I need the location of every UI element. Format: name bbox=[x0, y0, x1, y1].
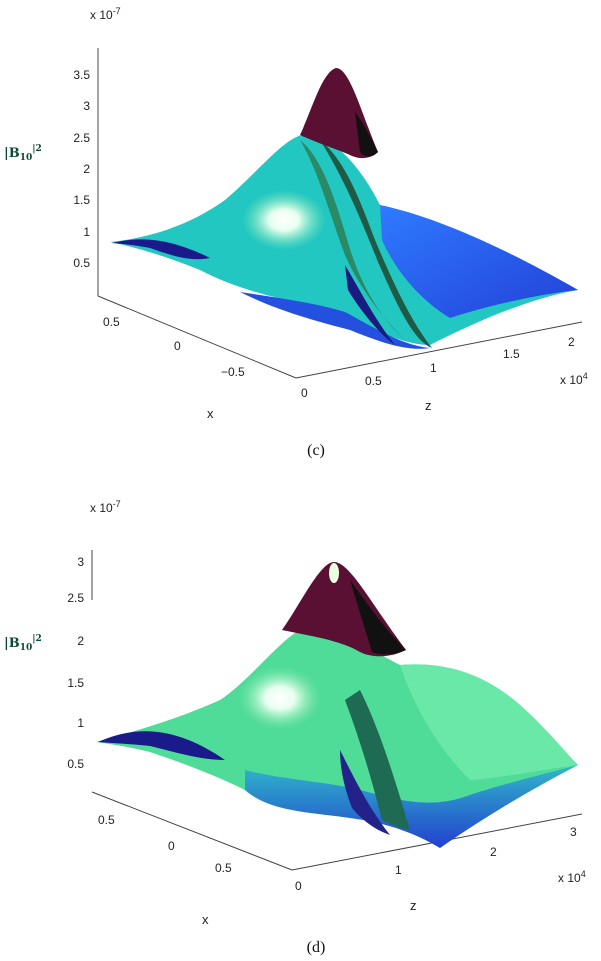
x-tick-label: 0.5 bbox=[215, 861, 232, 875]
z-tick-label: 1 bbox=[83, 225, 90, 239]
z-tick-label: 1.5 bbox=[67, 676, 84, 690]
surface-plot-c-svg: 3.5 3 2.5 2 1.5 1 0.5 x 10-7 |B10|2 0.5 … bbox=[4, 6, 588, 459]
caption-c: (c) bbox=[307, 442, 325, 459]
z-tick-label: 2.5 bbox=[73, 131, 90, 145]
surface-front-blue bbox=[240, 292, 430, 349]
surface-dark-ridge bbox=[320, 140, 432, 348]
y-tick-label: 0.5 bbox=[365, 374, 382, 388]
x-tick-label: 0 bbox=[174, 339, 181, 353]
surface-glow bbox=[238, 666, 322, 730]
surface-front-blue bbox=[245, 765, 578, 848]
z-tick-label: 2 bbox=[83, 162, 90, 176]
surface-peak-shadow bbox=[355, 112, 378, 157]
z-tick-label: 2 bbox=[77, 634, 84, 648]
surface-mesh-d bbox=[96, 562, 578, 848]
y-tick-labels: 0 1 2 3 bbox=[295, 825, 577, 893]
surface-glow bbox=[242, 190, 326, 250]
surface-plot-d-svg: 3 2.5 2 1.5 1 0.5 x 10-7 |B10|2 0.5 0 0.… bbox=[4, 499, 586, 956]
surface-left-valley bbox=[112, 239, 210, 260]
y-tick-label: 2 bbox=[490, 845, 497, 859]
y-multiplier: x 104 bbox=[560, 371, 588, 387]
y-multiplier: x 104 bbox=[558, 869, 586, 885]
y-axis-line bbox=[295, 321, 583, 379]
surface-peak-highlight bbox=[329, 563, 339, 583]
z-tick-label: 0.5 bbox=[67, 757, 84, 771]
y-tick-label: 1 bbox=[430, 361, 437, 375]
z-tick-label: 3 bbox=[83, 99, 90, 113]
x-axis-line bbox=[97, 295, 297, 379]
surface-right-hill bbox=[400, 664, 578, 780]
z-tick-labels: 3 2.5 2 1.5 1 0.5 bbox=[67, 555, 84, 771]
surface-mesh-c bbox=[110, 68, 578, 349]
x-tick-label: 0 bbox=[168, 839, 175, 853]
z-axis-label: |B10|2 bbox=[4, 144, 42, 163]
y-axis-label: z bbox=[425, 398, 432, 413]
x-axis-label: x bbox=[207, 406, 214, 421]
x-axis-line bbox=[91, 791, 293, 871]
z-tick-label: 0.5 bbox=[73, 256, 90, 270]
z-multiplier: x 10-7 bbox=[90, 499, 121, 515]
surface-green-ridge bbox=[300, 140, 405, 340]
x-tick-labels: 0.5 0 −0.5 bbox=[103, 315, 245, 379]
z-tick-label: 3 bbox=[77, 555, 84, 569]
y-tick-label: 0 bbox=[301, 386, 308, 400]
z-axis-label: |B10|2 bbox=[4, 634, 42, 653]
x-tick-label: 0.5 bbox=[103, 315, 120, 329]
caption-d: (d) bbox=[307, 939, 326, 956]
surface-peak-shadow bbox=[350, 580, 406, 655]
x-tick-labels: 0.5 0 0.5 bbox=[98, 813, 232, 875]
surface-plot-d: 3 2.5 2 1.5 1 0.5 x 10-7 |B10|2 0.5 0 0.… bbox=[0, 490, 601, 961]
x-tick-label: −0.5 bbox=[221, 365, 245, 379]
y-tick-label: 1.5 bbox=[503, 347, 520, 361]
z-multiplier: x 10-7 bbox=[90, 6, 121, 22]
z-tick-label: 1 bbox=[77, 716, 84, 730]
surface-left-valley bbox=[98, 731, 225, 760]
y-tick-label: 3 bbox=[570, 825, 577, 839]
y-tick-labels: 0 0.5 1 1.5 2 bbox=[301, 335, 575, 400]
x-tick-label: 0.5 bbox=[98, 813, 115, 827]
z-tick-label: 3.5 bbox=[73, 68, 90, 82]
z-tick-labels: 3.5 3 2.5 2 1.5 1 0.5 bbox=[73, 68, 90, 270]
y-tick-label: 0 bbox=[295, 879, 302, 893]
y-tick-label: 2 bbox=[568, 335, 575, 349]
surface-right-plain bbox=[380, 205, 578, 318]
surface-plot-c: 3.5 3 2.5 2 1.5 1 0.5 x 10-7 |B10|2 0.5 … bbox=[0, 0, 601, 470]
surface-valley-dark bbox=[340, 750, 390, 835]
z-tick-label: 1.5 bbox=[73, 193, 90, 207]
x-axis-label: x bbox=[202, 912, 209, 927]
y-tick-label: 1 bbox=[395, 863, 402, 877]
z-tick-label: 2.5 bbox=[67, 591, 84, 605]
y-axis-label: z bbox=[410, 898, 417, 913]
surface-dark-band bbox=[345, 690, 410, 830]
